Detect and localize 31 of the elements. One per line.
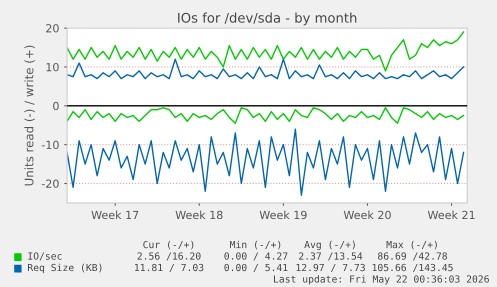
text: 2.56 /16.20 [138, 252, 201, 260]
text: Last update: Fri May 22 00:36:03 2026 [274, 275, 489, 285]
text: 2.37 /13.54 [299, 252, 362, 260]
y-tick-label: 0 [53, 102, 59, 110]
line-series [67, 107, 464, 124]
line-series [67, 58, 464, 80]
text: Cur (-/+) [143, 240, 194, 250]
x-tick-label: Week 21 [428, 210, 475, 220]
x-tick-label: Week 17 [91, 210, 138, 220]
legend-label: IO/sec [28, 252, 62, 260]
y-tick-label: -10 [42, 140, 59, 150]
line-series [67, 31, 464, 72]
text: 105.66 /143.45 [372, 264, 453, 272]
y-tick-label: 10 [46, 62, 59, 72]
line-series [67, 128, 464, 196]
legend-label: Req Size (KB) [28, 264, 102, 274]
x-tick-label: Week 19 [260, 210, 307, 220]
x-tick-label: Week 20 [344, 210, 391, 220]
y-axis-title: Units read (-) / write (+) [24, 46, 35, 186]
text: 11.81 / 7.03 [135, 264, 204, 272]
text: Min (-/+) [230, 240, 280, 250]
text: 0.00 / 5.41 [224, 264, 288, 272]
text: 0.00 / 4.27 [224, 252, 288, 260]
text: 86.69 /42.78 [378, 252, 448, 260]
text: Max (-/+) [386, 240, 437, 250]
text: Avg (-/+) [304, 240, 355, 250]
text: 12.97 / 7.73 [296, 264, 365, 272]
x-tick-label: Week 18 [176, 210, 223, 220]
y-tick-label: 20 [46, 24, 59, 33]
chart-title: IOs for /dev/sda - by month [178, 12, 356, 26]
y-tick-label: -20 [42, 179, 59, 188]
